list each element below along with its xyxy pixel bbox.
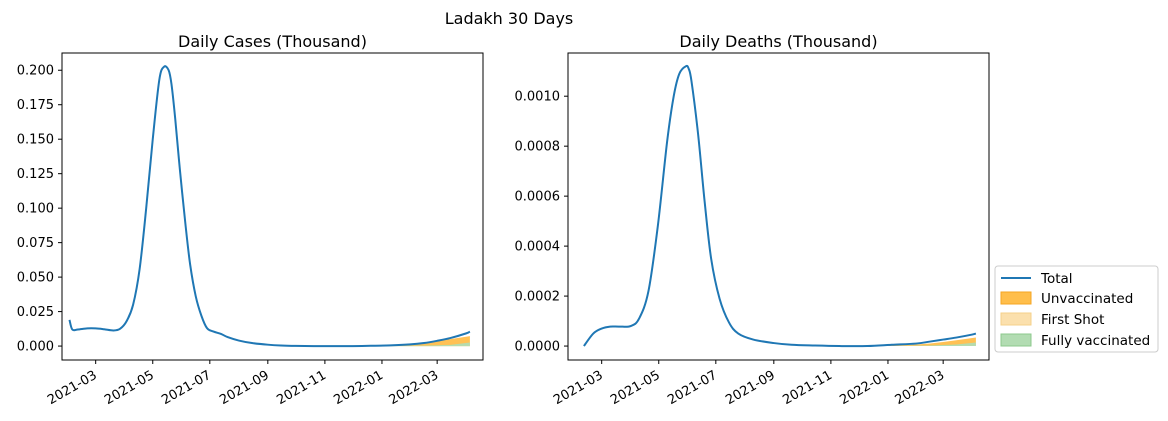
legend-box	[994, 265, 1159, 353]
cases-y-tick-label: 0.050	[17, 271, 54, 286]
deaths-y-tick-label: 0.0002	[515, 290, 561, 305]
legend-fully-vaccinated-swatch	[1000, 333, 1032, 347]
cases-y-tick-label: 0.200	[17, 64, 54, 79]
deaths-lines	[583, 64, 977, 348]
deaths-x-tick-label: 2021-03	[551, 368, 606, 408]
cases-y-tick-label: 0.175	[17, 98, 54, 113]
deaths-x-axis: 2021-03 2021-05 2021-07 2021-09 2021-11 2022-…	[551, 360, 947, 408]
cases-x-tick-label: 2021-11	[274, 368, 329, 408]
cases-plot-frame	[61, 52, 484, 361]
legend-fully-vaccinated-label: Fully vaccinated	[1041, 333, 1150, 349]
cases-y-tick-label: 0.125	[17, 167, 54, 182]
deaths-x-tick-label: 2021-07	[665, 368, 720, 408]
legend-unvaccinated-label: Unvaccinated	[1041, 291, 1133, 307]
cases-y-tick-label: 0.150	[17, 133, 54, 148]
legend-unvaccinated-swatch	[1000, 291, 1032, 305]
deaths-y-tick-label: 0.0006	[515, 190, 561, 205]
cases-x-tick-label: 2022-03	[387, 368, 442, 408]
cases-plot-title: Daily Cases (Thousand)	[178, 32, 367, 51]
cases-y-axis: 0.000 0.025 0.050 0.075 0.100 0.125 0.150 0.175…	[17, 64, 62, 355]
cases-plot: Daily Cases (Thousand) 2021-03 2021-05 202…	[17, 32, 484, 408]
legend-entry-unvaccinated: Unvaccinated	[1000, 291, 1133, 307]
legend-first-shot-label: First Shot	[1041, 312, 1104, 328]
cases-fully-vaccinated-area	[338, 342, 470, 347]
deaths-x-tick-label: 2022-01	[837, 368, 892, 408]
cases-unvaccinated-area	[338, 336, 470, 347]
deaths-plot: Daily Deaths (Thousand) 2021-03 2021-05 20…	[515, 32, 990, 408]
legend-entry-total: Total	[1001, 271, 1073, 287]
cases-x-tick-label: 2021-09	[217, 368, 272, 408]
legend-total-label: Total	[1040, 271, 1073, 287]
cases-y-tick-label: 0.025	[17, 305, 54, 320]
legend-entry-first-shot: First Shot	[1000, 312, 1104, 328]
legend-first-shot-swatch	[1000, 312, 1032, 326]
cases-y-tick-label: 0.100	[17, 202, 54, 217]
deaths-total-line	[583, 64, 977, 348]
cases-x-axis: 2021-03 2021-05 2021-07 2021-09 2021-11 2022-…	[45, 360, 441, 408]
deaths-unvaccinated-area	[844, 337, 976, 347]
deaths-y-tick-label: 0.0008	[515, 140, 561, 155]
cases-x-tick-label: 2021-07	[159, 368, 214, 408]
legend-entry-fully-vaccinated: Fully vaccinated	[1000, 333, 1150, 349]
deaths-areas	[844, 337, 976, 347]
deaths-plot-title: Daily Deaths (Thousand)	[679, 32, 877, 51]
deaths-x-tick-label: 2021-11	[780, 368, 835, 408]
cases-lines	[68, 65, 471, 348]
deaths-plot-frame	[567, 52, 990, 361]
cases-x-tick-label: 2021-03	[45, 368, 100, 408]
deaths-x-tick-label: 2021-09	[723, 368, 778, 408]
cases-x-tick-label: 2021-05	[102, 368, 157, 408]
cases-areas	[338, 336, 470, 347]
cases-y-tick-label: 0.075	[17, 236, 54, 251]
figure-title: Ladakh 30 Days	[445, 9, 574, 28]
deaths-y-tick-label: 0.0010	[515, 90, 561, 105]
cases-y-tick-label: 0.000	[17, 340, 54, 355]
deaths-fully-vaccinated-area	[844, 342, 976, 347]
deaths-y-tick-label: 0.0000	[515, 340, 561, 355]
deaths-x-tick-label: 2021-05	[608, 368, 663, 408]
cases-total-line	[68, 65, 471, 348]
legend: Total Unvaccinated First Shot Fully vacc…	[994, 265, 1159, 353]
deaths-y-tick-label: 0.0004	[515, 240, 561, 255]
deaths-y-axis: 0.0000 0.0002 0.0004 0.0006 0.0008 0.0010	[515, 90, 568, 355]
cases-x-tick-label: 2022-01	[331, 368, 386, 408]
deaths-x-tick-label: 2022-03	[893, 368, 948, 408]
